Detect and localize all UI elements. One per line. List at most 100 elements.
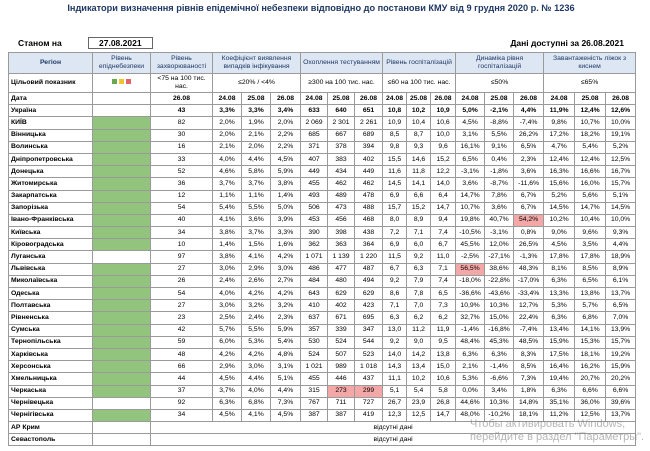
region-row: Хмельницька 44 4,5% 4,4% 5,1% 455 446 437 11,1 10… [8,372,637,386]
level [92,396,151,410]
cell: 66 [150,360,213,374]
cell: 7,4 [430,226,457,240]
cell: 10,2 [406,372,432,386]
cell: 16,7% [605,165,637,179]
cell: 2,3% [269,311,302,325]
cell: 48,5% [513,335,545,349]
cell: -10,5% [455,226,486,240]
region: Вінницька [8,128,93,142]
cell: 5,5% [484,128,515,142]
cell: 651 [354,104,384,118]
header-row: Регіон Рівень епіднебезпеки Рівень захворю… [8,52,637,74]
cell: 493 [300,189,329,203]
cell: 82 [150,116,213,130]
level [92,421,151,435]
region: КИЇВ [8,116,93,130]
region-row: Полтавська 27 3,0% 3,2% 3,2% 410 402 423 7,1 7,0 7… [8,299,637,313]
cell: 92 [150,396,213,410]
cell: 524 [327,335,356,349]
cell: 2,1% [241,128,271,142]
region-row: Донецька 52 4,6% 5,8% 5,9% 449 434 449 11,6 11,8 1… [8,165,637,179]
cell: 9,2 [382,274,408,289]
region-row: Волинська 16 2,1% 2,0% 2,2% 371 378 394 9,8 9,3 9,… [8,140,637,154]
cell: -2,1% [484,104,515,118]
cell: 14,2 [406,347,432,362]
cell: 48,3% [513,262,545,276]
region-row: Київська 34 3,8% 3,7% 3,3% 390 398 438 7,2 7,1 7,4… [8,226,637,240]
cell: 407 [300,152,329,167]
cell: 7,9 [406,274,432,289]
cell: 7,8% [484,189,515,203]
cell: 16 [150,140,213,154]
region-row: Тернопільська 59 6,0% 5,3% 5,4% 530 524 544 9,2 9… [8,335,637,349]
cell: 6,3% [212,396,242,410]
cell: 2,1% [455,360,486,374]
cell: 363 [327,238,356,252]
cell: 17,8% [543,250,576,264]
cell: 455 [300,372,329,386]
cell: 52 [150,165,213,179]
cell: 8,9 [406,213,432,228]
cell: 26,5% [513,238,545,252]
cell: 5,0% [269,201,302,215]
cell: 15,6% [543,177,576,191]
cell: 3,7% [241,226,271,240]
cell: 1 071 [300,250,329,264]
as-of-label: Станом на [18,38,62,48]
cell: 35,1% [543,396,576,410]
region: Запорізька [8,201,93,215]
cell: 5,7% [574,299,607,313]
cell: 299 [354,384,384,398]
cell: 12,2 [430,165,457,179]
date-row: Дата 26.08 24.08 25.08 26.08 24.08 25.08 26.08 2… [8,91,637,106]
region: Закарпатська [8,189,93,203]
cell: 15,3% [574,335,607,349]
cell: 6,7% [513,201,545,215]
cell: -8,8% [484,116,515,130]
cell: 7,1 [406,226,432,240]
cell: 15,2 [430,152,457,167]
cell: 453 [300,213,329,228]
cell: 0,0% [455,384,486,398]
cell: 667 [327,128,356,142]
cell: 14,7 [430,408,457,423]
cell: 26,2% [513,128,545,142]
cell: 14,3 [382,360,408,374]
cell: 5,7% [212,323,242,337]
cell: 4,5% [543,238,576,252]
column-header: Рівень захворюваності [150,52,213,74]
cell: 3,3% [241,104,271,118]
cell: 3,0% [269,262,302,276]
cell: 5,8% [241,165,271,179]
region: Миколаївська [8,274,93,289]
region-row: Запорізька 54 5,4% 5,5% 5,0% 506 473 488 15,7 15,… [8,201,637,215]
meta: Станом на 27.08.2021 Дані доступні за 26… [8,37,634,50]
cell: 97 [150,250,213,264]
date: 25.08 [406,91,432,106]
cell: 4,5% [212,408,242,423]
cell: 487 [354,262,384,276]
cell: 26,8 [430,396,457,410]
cell: 5,4 [406,384,432,398]
cell: 2,0% [269,116,302,130]
cell: 6,7 [430,238,457,252]
cell: -3,1% [484,226,515,240]
cell: 1,4% [212,238,242,252]
cell: 4,5% [269,152,302,167]
cell: 13,3% [543,286,576,301]
cell: 1,8% [513,384,545,398]
cell: 14,5% [605,201,637,215]
cell: 711 [327,396,356,410]
cell: 3,6% [484,201,515,215]
cell: 4,0% [212,152,242,167]
cell: 468 [354,213,384,228]
cell: -43,6% [484,286,515,301]
cell: 12,0% [484,238,515,252]
target-value: ≤20% / <4% [211,73,302,93]
region: Херсонська [8,360,93,374]
cell: 10,9 [382,116,408,130]
cell: 12,7% [513,299,545,313]
cell: 2 301 [327,116,356,130]
cell: 16,6% [574,165,607,179]
region-row: Херсонська 66 2,9% 3,0% 3,1% 1 021 989 1 018 14,… [8,360,637,374]
